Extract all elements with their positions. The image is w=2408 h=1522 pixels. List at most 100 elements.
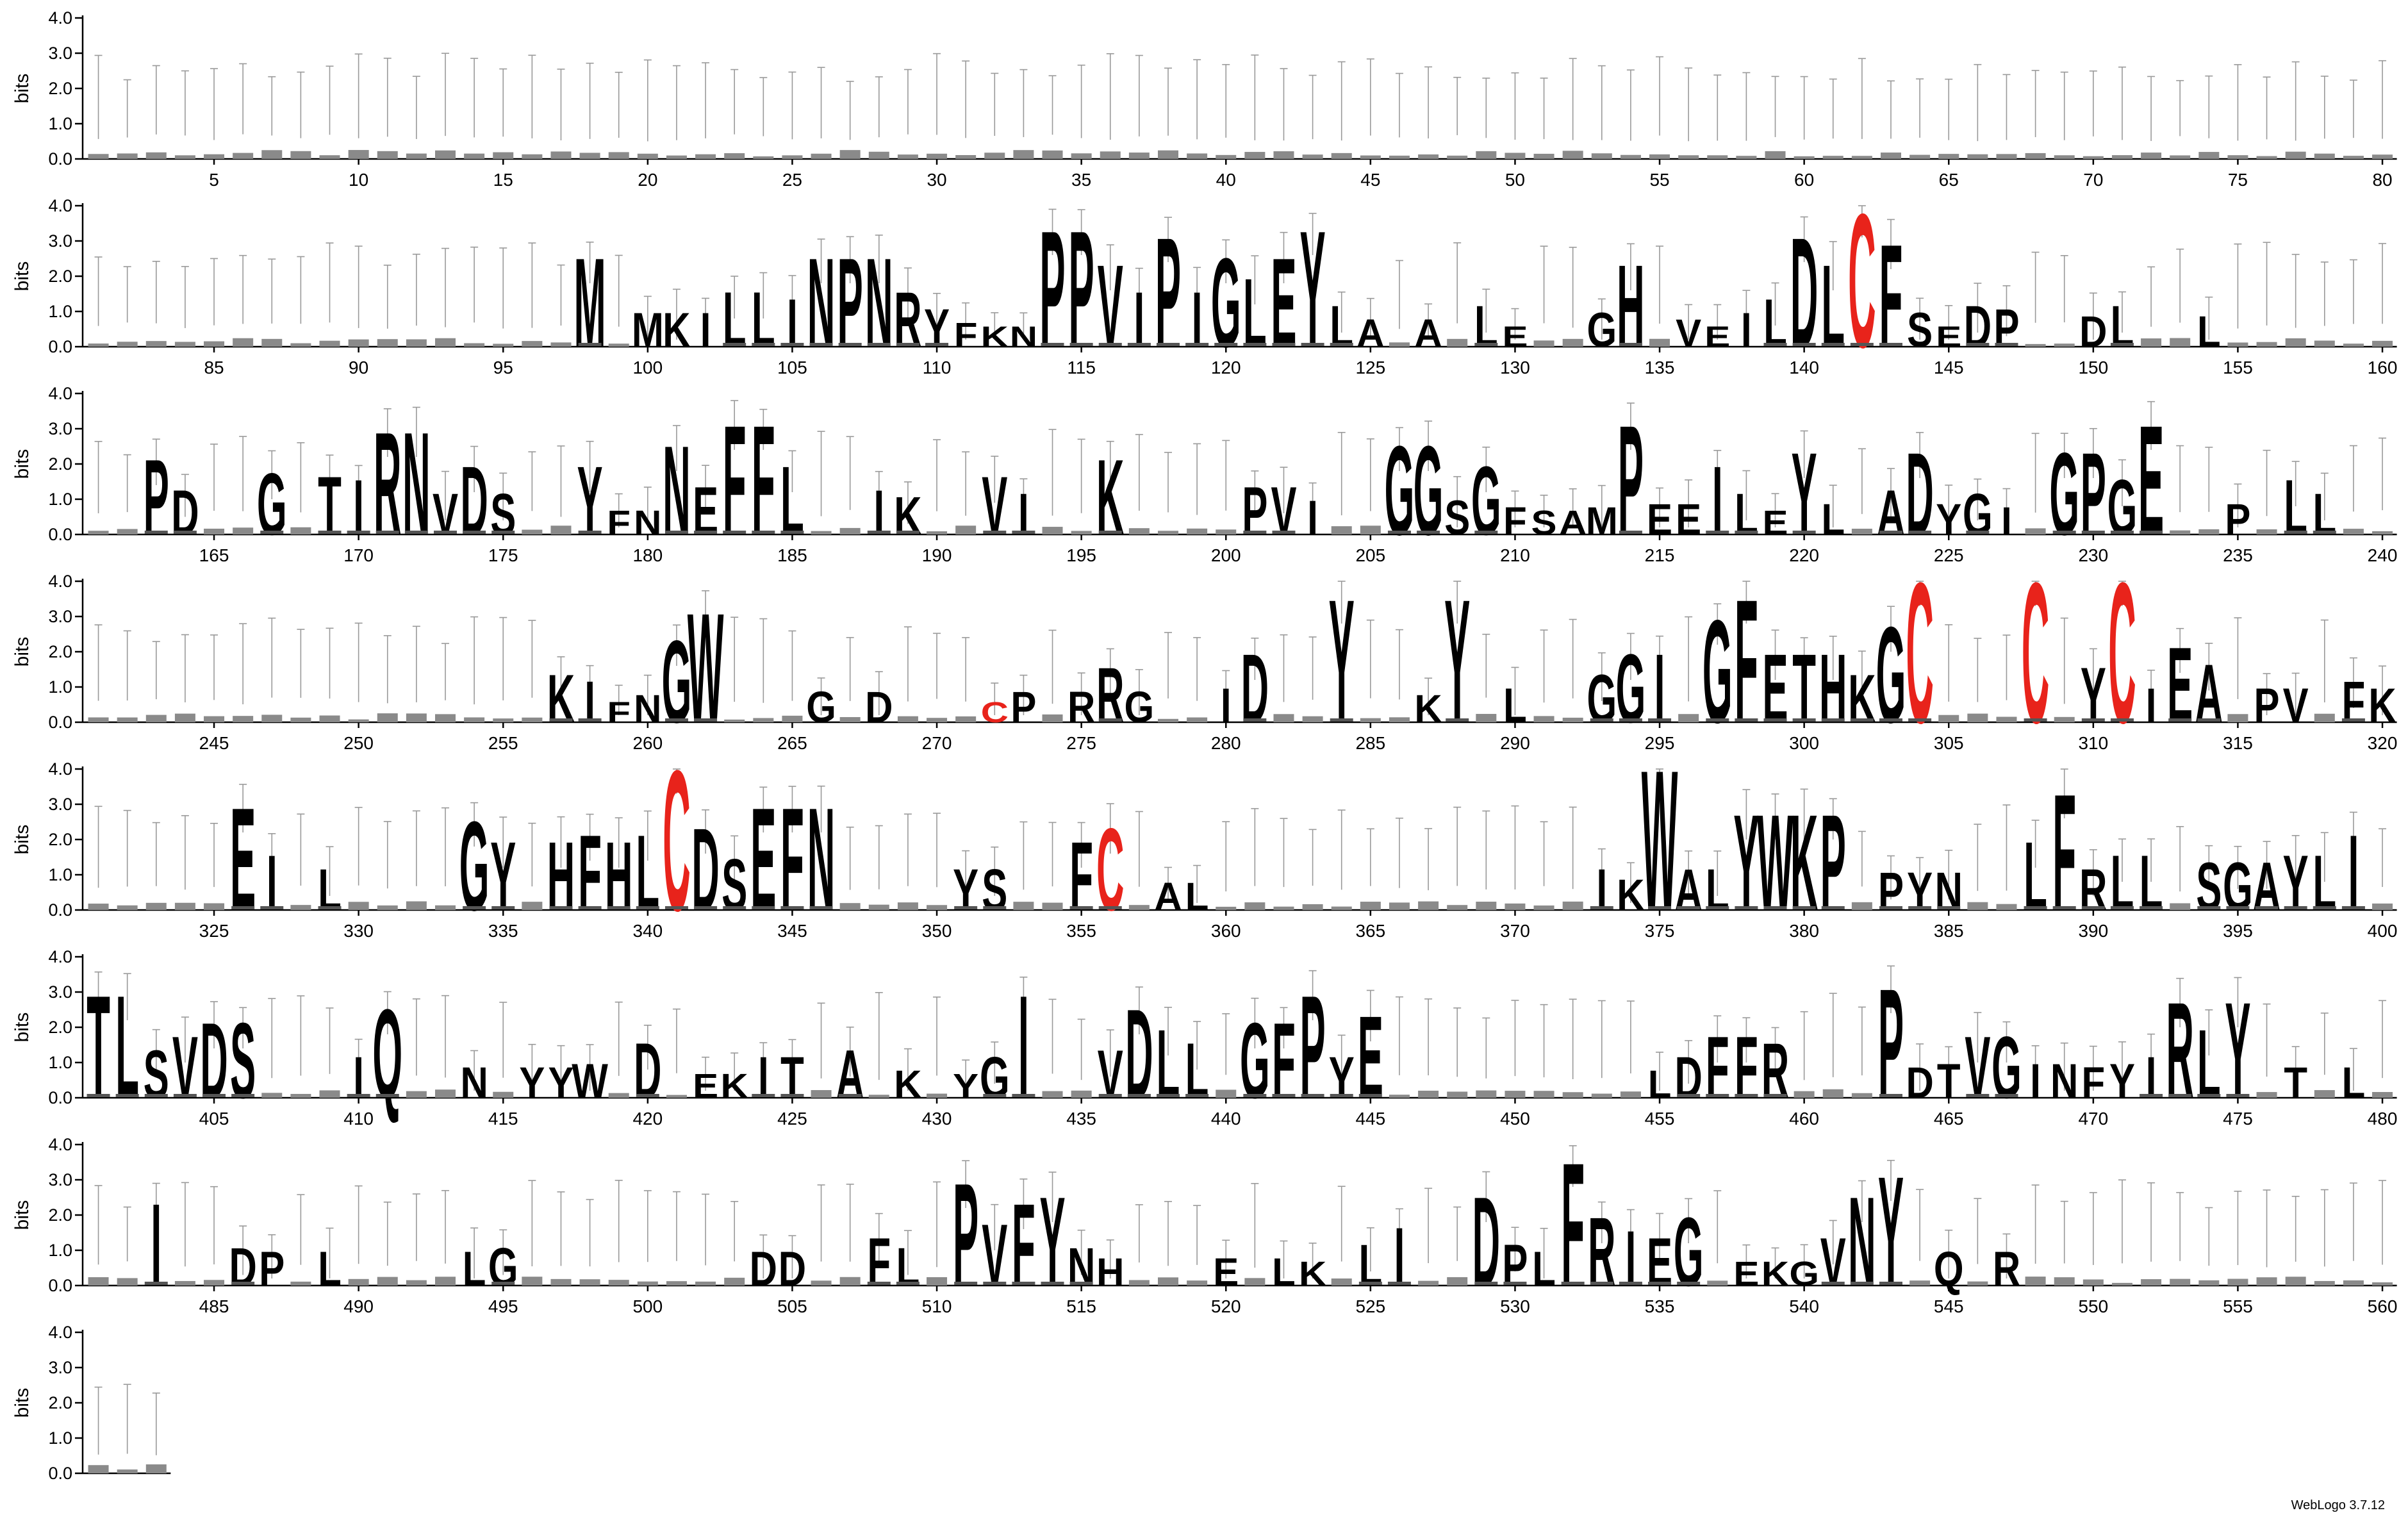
x-tick-label: 35 xyxy=(1071,170,1091,190)
minor-residue-stack xyxy=(1562,151,1583,159)
minor-residue-stack xyxy=(464,343,485,347)
minor-residue-stack xyxy=(2314,1090,2335,1098)
y-tick-label: 3.0 xyxy=(48,231,72,251)
logo-letter-A: A xyxy=(1154,874,1182,918)
minor-residue-stack xyxy=(927,153,948,159)
minor-residue-stack xyxy=(522,717,543,722)
logo-letter-H: H xyxy=(1617,241,1644,372)
minor-residue-stack xyxy=(2343,343,2364,347)
logo-letter-I: I xyxy=(1307,490,1318,545)
y-axis-label: bits xyxy=(12,825,33,855)
minor-residue-stack xyxy=(435,905,456,910)
logo-letter-I: I xyxy=(1712,446,1723,556)
minor-residue-stack xyxy=(1763,343,1787,346)
weblogo-version-label: WebLogo 3.7.12 xyxy=(2291,1498,2385,1512)
minor-residue-stack xyxy=(839,716,861,722)
y-tick-label: 4.0 xyxy=(48,1323,72,1342)
x-tick-label: 310 xyxy=(2078,733,2108,753)
logo-letter-L: L xyxy=(1821,241,1845,372)
x-tick-label: 155 xyxy=(2223,358,2253,377)
minor-residue-stack xyxy=(2140,531,2163,534)
logo-letter-K: K xyxy=(1096,437,1124,558)
minor-residue-stack xyxy=(88,717,109,722)
logo-letter-K: K xyxy=(2368,678,2396,733)
minor-residue-stack xyxy=(1649,338,1670,347)
x-tick-label: 350 xyxy=(922,921,952,941)
logo-letter-I: I xyxy=(353,1045,364,1111)
y-tick-label: 4.0 xyxy=(48,572,72,591)
logo-letter-D: D xyxy=(1472,1171,1500,1313)
minor-residue-stack xyxy=(2170,903,2191,910)
minor-residue-stack xyxy=(204,716,225,722)
minor-residue-stack xyxy=(2025,528,2046,534)
logo-letter-G: G xyxy=(1587,661,1617,737)
minor-residue-stack xyxy=(463,531,486,534)
logo-letter-F: F xyxy=(1735,564,1758,761)
minor-residue-stack xyxy=(1763,718,1787,722)
minor-residue-stack xyxy=(1678,155,1699,159)
minor-residue-stack xyxy=(2110,531,2134,534)
minor-residue-stack xyxy=(2170,338,2191,347)
minor-residue-stack xyxy=(867,531,891,534)
minor-residue-stack xyxy=(231,1094,255,1097)
minor-residue-stack xyxy=(2111,1282,2132,1286)
logo-letter-I: I xyxy=(758,1045,769,1111)
minor-residue-stack xyxy=(1561,1282,1585,1285)
minor-residue-stack xyxy=(1881,153,1901,159)
minor-residue-stack xyxy=(752,906,775,909)
logo-letter-Y: Y xyxy=(1300,195,1326,382)
logo-letter-G: G xyxy=(1703,590,1733,754)
x-tick-label: 505 xyxy=(777,1296,807,1316)
x-tick-label: 245 xyxy=(199,733,229,753)
minor-residue-stack xyxy=(174,342,195,347)
minor-residue-stack xyxy=(868,904,889,910)
minor-residue-stack xyxy=(2197,718,2221,722)
minor-residue-stack xyxy=(88,531,109,534)
logo-letter-F: F xyxy=(752,393,775,568)
logo-letter-C: C xyxy=(663,729,690,953)
x-tick-label: 90 xyxy=(349,358,368,377)
logo-letter-E: E xyxy=(1704,321,1730,354)
minor-residue-stack xyxy=(174,1280,195,1286)
minor-residue-stack xyxy=(145,1464,167,1473)
logo-letter-D: D xyxy=(200,1000,227,1121)
logo-letter-W: W xyxy=(1642,729,1678,953)
x-tick-label: 315 xyxy=(2223,733,2253,753)
minor-residue-stack xyxy=(1590,718,1613,722)
minor-residue-stack xyxy=(202,1094,226,1097)
minor-residue-stack xyxy=(1447,1277,1468,1286)
minor-residue-stack xyxy=(549,906,573,909)
minor-residue-stack xyxy=(260,906,284,909)
minor-residue-stack xyxy=(375,531,399,534)
logo-letter-G: G xyxy=(1125,682,1155,732)
minor-residue-stack xyxy=(1792,718,1816,722)
logo-letter-F: F xyxy=(1069,822,1093,931)
minor-residue-stack xyxy=(811,1280,832,1286)
logo-letter-I: I xyxy=(1596,857,1607,923)
minor-residue-stack xyxy=(1331,1278,1352,1286)
logo-letter-I: I xyxy=(584,670,595,735)
logo-letter-H: H xyxy=(605,822,632,931)
x-tick-label: 305 xyxy=(1934,733,1964,753)
minor-residue-stack xyxy=(1562,1092,1583,1098)
logo-letter-P: P xyxy=(837,232,863,374)
minor-residue-stack xyxy=(1013,150,1034,159)
logo-letter-G: G xyxy=(1587,302,1617,358)
minor-residue-stack xyxy=(1590,1282,1613,1285)
minor-residue-stack xyxy=(927,718,948,722)
minor-residue-stack xyxy=(983,906,1007,909)
minor-residue-stack xyxy=(1187,153,1208,159)
minor-residue-stack xyxy=(174,713,195,722)
logo-letter-Y: Y xyxy=(519,1058,545,1107)
x-tick-label: 390 xyxy=(2078,921,2108,941)
minor-residue-stack xyxy=(87,1094,110,1097)
logo-letter-G: G xyxy=(1240,1000,1270,1121)
logo-letter-D: D xyxy=(779,1241,806,1296)
minor-residue-stack xyxy=(1879,906,1902,909)
minor-residue-stack xyxy=(1447,905,1468,910)
y-tick-label: 2.0 xyxy=(48,454,72,474)
minor-residue-stack xyxy=(2082,156,2104,159)
minor-residue-stack xyxy=(867,343,891,346)
x-tick-label: 195 xyxy=(1066,545,1096,565)
minor-residue-stack xyxy=(1302,154,1323,159)
